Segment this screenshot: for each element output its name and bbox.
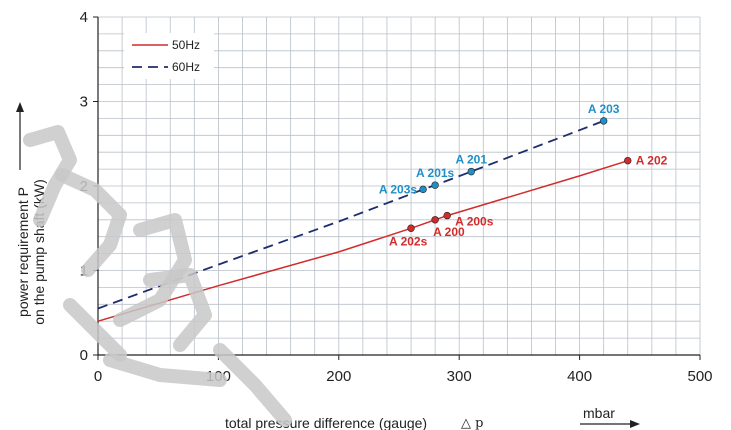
watermark: [23, 125, 292, 427]
y-tick-label: 4: [80, 9, 88, 26]
x-tick-label: 0: [94, 368, 102, 385]
y-tick-label: 3: [80, 94, 88, 111]
point-marker: [431, 216, 439, 224]
point-marker: [443, 211, 451, 220]
series-lines: [97, 120, 629, 322]
point-label: A 201s: [416, 166, 455, 180]
point-marker: [467, 167, 475, 176]
legend-label-50hz: 50Hz: [172, 38, 200, 52]
y-tick-label: 0: [80, 347, 88, 364]
point-marker: [624, 156, 632, 165]
x-tick-label: 300: [447, 368, 472, 385]
x-tick-label: 400: [567, 368, 592, 385]
point-marker: [431, 181, 439, 189]
legend-box: [124, 33, 214, 79]
point-label: A 201: [455, 153, 487, 167]
x-axis-title: total pressure difference (gauge): [225, 415, 427, 430]
series-line-60hz: [97, 120, 605, 310]
point-label: A 200: [433, 225, 465, 239]
series-line-50hz: [97, 159, 629, 322]
point-marker: [407, 224, 415, 232]
point-label: A 202s: [389, 234, 428, 248]
point-label: A 203: [588, 102, 620, 116]
x-tick-label: 200: [326, 368, 351, 385]
legend: 50Hz 60Hz: [124, 33, 214, 79]
y-axis-arrow: [16, 102, 24, 170]
point-marker: [419, 185, 427, 194]
point-label: A 200s: [455, 215, 494, 229]
legend-label-60hz: 60Hz: [172, 60, 200, 74]
point-marker: [599, 117, 608, 125]
point-label: A 202: [636, 154, 668, 168]
point-label: A 203s: [379, 182, 418, 196]
x-unit-arrow: [580, 420, 640, 428]
x-axis-unit: mbar: [583, 405, 615, 421]
y-axis-title-line1: power requirement P: [15, 187, 31, 317]
x-axis-symbol: △ p: [461, 416, 483, 430]
x-tick-label: 500: [687, 368, 712, 385]
